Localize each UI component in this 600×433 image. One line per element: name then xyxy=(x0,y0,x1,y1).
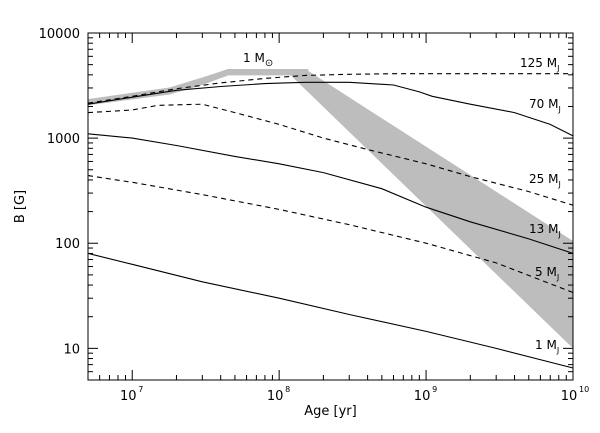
series-label-subscript: J xyxy=(556,64,559,73)
x-tick-label: 10 xyxy=(414,389,431,404)
series-label-subscript: J xyxy=(556,346,559,355)
series-label-70-mj: 70 MJ xyxy=(529,97,561,114)
series-label-subscript: J xyxy=(557,105,560,114)
series-25-mj xyxy=(87,103,574,206)
series-label-subscript: J xyxy=(557,180,560,189)
series-label-5-mj: 5 MJ xyxy=(535,265,559,282)
x-tick-exponent: 7 xyxy=(138,385,143,394)
series-label-subscript: J xyxy=(557,230,560,239)
series-1-mj xyxy=(87,252,574,369)
y-tick-label: 10000 xyxy=(39,27,80,42)
x-tick-label: 10 xyxy=(120,389,137,404)
y-axis-label: B [G] xyxy=(13,190,28,223)
x-tick-exponent: 10 xyxy=(579,385,589,394)
series-125-mj xyxy=(87,73,573,104)
x-axis-label: Age [yr] xyxy=(304,404,356,419)
band-layer xyxy=(87,69,573,349)
series-label-125-mj: 125 MJ xyxy=(520,56,559,73)
solar-mass-band xyxy=(88,71,573,349)
series-label-25-mj: 25 MJ xyxy=(529,172,561,189)
series-label-1-mj: 1 MJ xyxy=(535,338,559,355)
x-tick-exponent: 8 xyxy=(285,385,290,394)
y-tick-label: 1000 xyxy=(47,132,80,147)
y-tick-label: 100 xyxy=(55,237,80,252)
solar-band-label: 1 M⊙ xyxy=(243,51,273,69)
series-label-subscript: J xyxy=(556,273,559,282)
plot-frame xyxy=(87,32,574,381)
series-layer xyxy=(87,73,574,369)
series-70-mj xyxy=(87,81,574,137)
x-tick-label: 10 xyxy=(267,389,284,404)
solar-band-label-symbol: ⊙ xyxy=(265,58,273,69)
series-label-13-mj: 13 MJ xyxy=(529,222,561,239)
series-5-mj xyxy=(87,175,574,294)
x-tick-label: 10 xyxy=(561,389,578,404)
y-tick-label: 10 xyxy=(63,342,80,357)
series-13-mj xyxy=(87,133,574,254)
x-tick-exponent: 9 xyxy=(432,385,437,394)
tick-layer xyxy=(87,32,574,381)
solar-mass-band-edge xyxy=(87,69,309,104)
